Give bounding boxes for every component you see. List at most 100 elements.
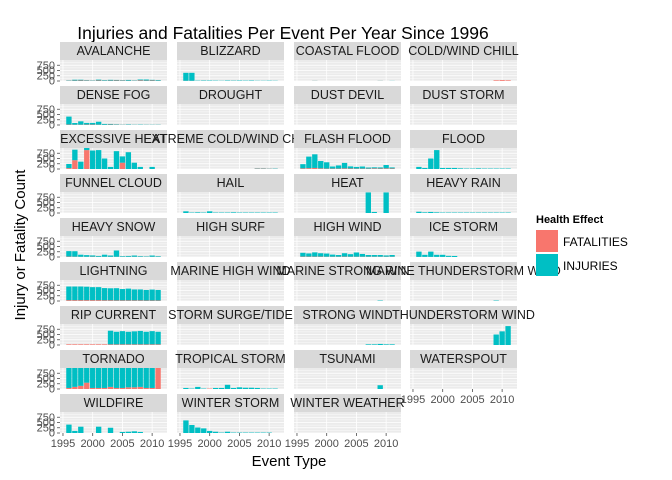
bar-fatalities-tornado-1998 <box>78 385 84 389</box>
bar-injuries-flash-flood-2003 <box>341 162 348 169</box>
bar-injuries-excessive-heat-2000 <box>90 150 96 169</box>
bar-injuries-flash-flood-2009 <box>377 167 383 169</box>
bar-injuries-lightning-2010 <box>149 289 155 301</box>
bar-injuries-tropical-storm-2001 <box>212 387 219 389</box>
panel-tsunami: TSUNAMI <box>294 350 401 390</box>
bar-injuries-ice-storm-1999 <box>434 254 440 257</box>
strip-label-wildfire: WILDFIRE <box>84 396 144 410</box>
strip-label-lightning: LIGHTNING <box>79 264 147 278</box>
legend-title: Health Effect <box>536 214 604 226</box>
bar-injuries-avalanche-1998 <box>78 79 84 81</box>
bar-injuries-wildfire-1997 <box>72 430 78 433</box>
bar-injuries-flood-2000 <box>440 167 446 169</box>
bar-injuries-blizzard-1997 <box>189 72 195 81</box>
y-tick-label: 0 <box>49 76 55 88</box>
strip-label-flash-flood: FLASH FLOOD <box>304 132 391 146</box>
y-tick-label: 750 <box>37 368 55 380</box>
x-tick-label: 1995 <box>285 438 309 450</box>
bar-injuries-excessive-heat-1997 <box>72 149 78 161</box>
bar-fatalities-tornado-2003 <box>107 386 114 389</box>
x-tick-label: 2010 <box>257 438 281 450</box>
bar-fatalities-flash-flood-2009 <box>377 168 383 169</box>
bar-fatalities-avalanche-2008 <box>137 80 143 81</box>
bar-fatalities-rip-current-1997 <box>72 344 78 345</box>
bar-fatalities-tornado-2010 <box>149 387 155 389</box>
y-tick-label: 0 <box>49 428 55 440</box>
panel-marine-high-wind: MARINE HIGH WIND <box>170 262 291 302</box>
panel-drought: DROUGHT <box>177 86 284 126</box>
strip-label-rip-current: RIP CURRENT <box>71 308 157 322</box>
strip-wildfire <box>60 394 167 412</box>
bar-fatalities-rip-current-1999 <box>84 344 90 345</box>
legend-swatch-fatalities <box>536 230 558 252</box>
bar-fatalities-avalanche-2010 <box>149 80 155 81</box>
bar-fatalities-flash-flood-1997 <box>306 168 312 169</box>
strip-thunderstorm-wind <box>410 306 517 324</box>
bar-injuries-lightning-1999 <box>84 286 90 301</box>
y-tick-label: 750 <box>37 60 55 72</box>
strip-funnel-cloud <box>60 174 167 192</box>
x-tick-label: 2005 <box>227 438 251 450</box>
bar-fatalities-cold-wind-chill-2010 <box>499 80 505 81</box>
bar-injuries-ice-storm-2002 <box>451 255 458 257</box>
strip-drought <box>177 86 284 104</box>
bar-fatalities-tornado-2001 <box>95 387 102 389</box>
strip-lightning <box>60 262 167 280</box>
bar-injuries-lightning-1996 <box>66 286 72 301</box>
bar-injuries-rip-current-2006 <box>125 331 132 345</box>
y-tick-label: 500 <box>37 417 55 429</box>
bar-injuries-high-wind-2009 <box>377 255 383 257</box>
bar-injuries-high-wind-2004 <box>347 254 354 257</box>
panel-coastal-flood: COASTAL FLOOD <box>294 42 401 82</box>
bar-injuries-hail-2004 <box>230 212 237 213</box>
strip-excessive-heat <box>60 130 167 148</box>
strip-heavy-snow <box>60 218 167 236</box>
bar-injuries-thunderstorm-wind-2009 <box>493 334 499 345</box>
panel-cold-wind-chill: COLD/WIND CHILL <box>408 42 519 82</box>
y-tick-label: 500 <box>37 241 55 253</box>
bar-injuries-flood-2003 <box>457 168 464 169</box>
bar-injuries-lightning-2011 <box>155 289 161 301</box>
x-tick-label: 1995 <box>401 394 425 406</box>
bar-injuries-high-wind-2006 <box>359 253 366 257</box>
panel-strong-wind: STRONG WIND <box>294 306 401 346</box>
strip-label-thunderstorm-wind: THUNDERSTORM WIND <box>392 308 535 322</box>
bar-injuries-rip-current-2003 <box>107 330 114 345</box>
panel-heat: HEAT <box>294 174 401 214</box>
bar-injuries-dense-fog-1999 <box>84 122 90 125</box>
y-tick-label: 500 <box>37 329 55 341</box>
bar-injuries-lightning-1997 <box>72 286 78 301</box>
bar-fatalities-lightning-2005 <box>119 300 126 301</box>
bar-injuries-rip-current-2008 <box>137 330 143 345</box>
bar-injuries-tropical-storm-1998 <box>195 386 201 389</box>
y-tick-label: 0 <box>49 164 55 176</box>
bar-injuries-flood-1997 <box>422 167 428 169</box>
bar-injuries-excessive-heat-1998 <box>78 161 84 169</box>
bar-injuries-strong-wind-2010 <box>383 344 389 345</box>
y-tick-label: 750 <box>37 192 55 204</box>
strip-label-strong-wind: STRONG WIND <box>302 308 392 322</box>
y-tick-label: 0 <box>49 208 55 220</box>
bar-injuries-excessive-heat-1996 <box>66 163 72 169</box>
bar-injuries-excessive-heat-2001 <box>95 150 102 169</box>
x-tick-label: 1995 <box>51 438 75 450</box>
bar-injuries-dense-fog-1997 <box>72 123 78 125</box>
bar-injuries-wildfire-1998 <box>78 426 84 433</box>
strip-label-tsunami: TSUNAMI <box>319 352 375 366</box>
x-axis: 1995 2000 2005 2010 1995 2000 2005 2010 1995 2000… <box>51 389 514 450</box>
bar-injuries-rip-current-2010 <box>149 331 155 345</box>
bar-fatalities-lightning-2000 <box>90 300 96 301</box>
strip-tornado <box>60 350 167 368</box>
bar-injuries-flood-2006 <box>475 168 482 169</box>
bar-injuries-strong-wind-2008 <box>371 344 377 345</box>
bar-injuries-ice-storm-1998 <box>428 251 434 257</box>
bar-injuries-avalanche-2010 <box>149 79 155 81</box>
bar-injuries-excessive-heat-2004 <box>113 151 120 169</box>
panel-tropical-storm: TROPICAL STORM <box>175 350 286 390</box>
bar-fatalities-lightning-2007 <box>131 300 137 301</box>
strip-avalanche <box>60 42 167 60</box>
y-tick-label: 500 <box>37 197 55 209</box>
panel-hail: HAIL <box>177 174 284 214</box>
bar-fatalities-rip-current-2004 <box>113 344 120 345</box>
